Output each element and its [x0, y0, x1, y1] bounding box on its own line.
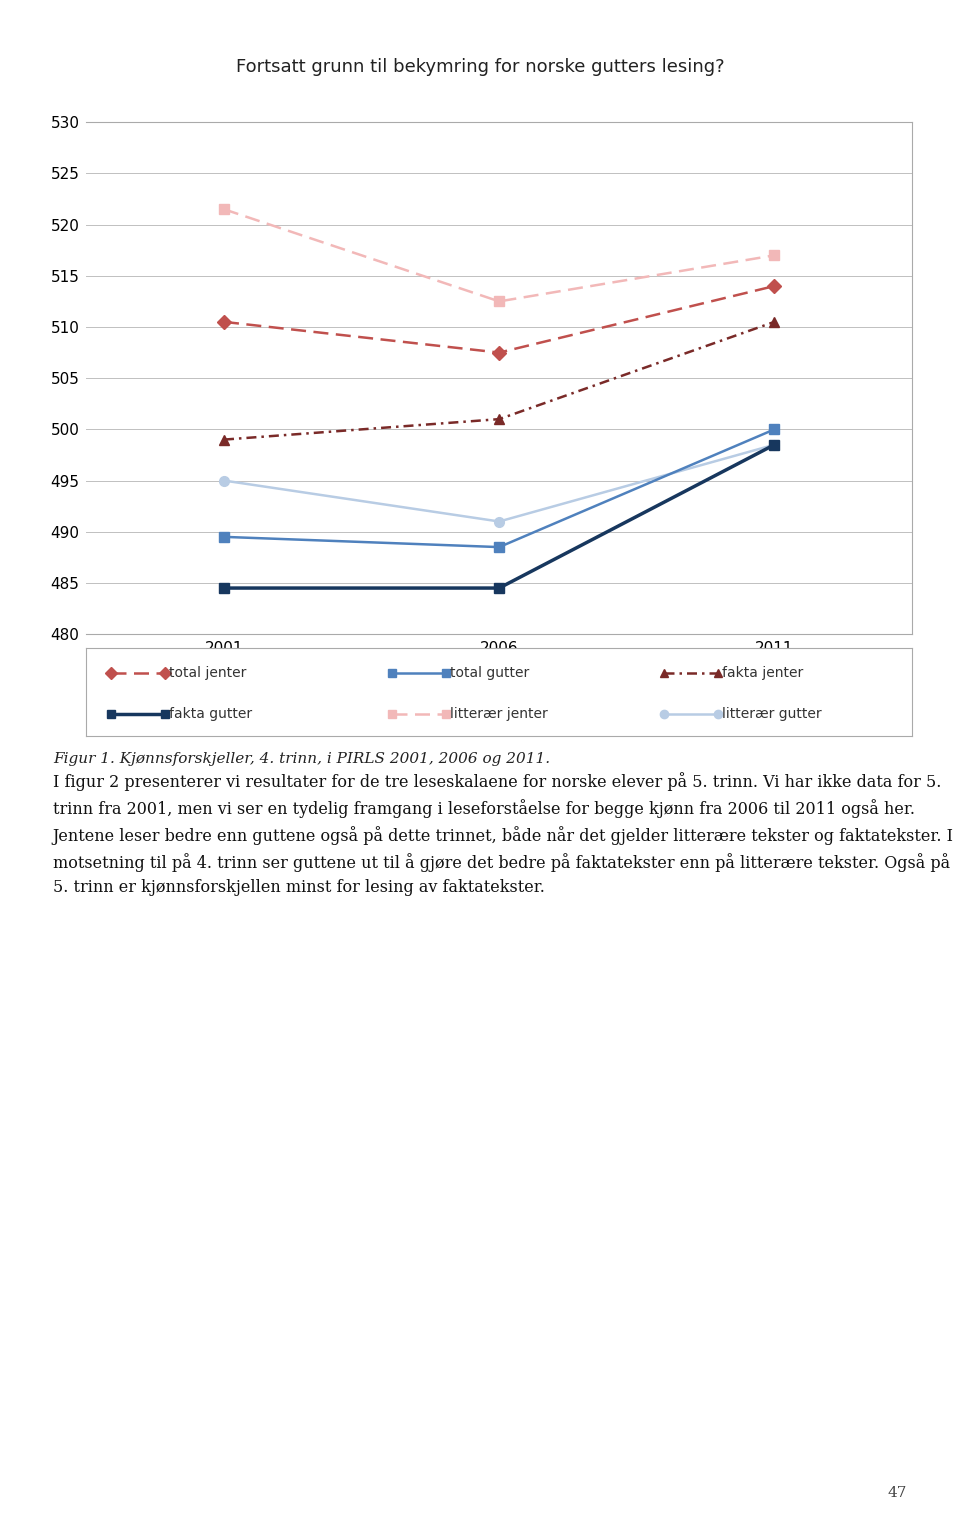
Text: total gutter: total gutter	[449, 666, 529, 680]
Text: litterær gutter: litterær gutter	[722, 707, 822, 721]
Text: Figur 1. Kjønnsforskjeller, 4. trinn, i PIRLS 2001, 2006 og 2011.: Figur 1. Kjønnsforskjeller, 4. trinn, i …	[53, 752, 550, 766]
Text: fakta gutter: fakta gutter	[169, 707, 252, 721]
Text: total jenter: total jenter	[169, 666, 247, 680]
Text: I figur 2 presenterer vi resultater for de tre leseskalaene for norske elever på: I figur 2 presenterer vi resultater for …	[53, 772, 954, 895]
Text: litterær jenter: litterær jenter	[449, 707, 547, 721]
Text: Fortsatt grunn til bekymring for norske gutters lesing?: Fortsatt grunn til bekymring for norske …	[236, 58, 724, 76]
Text: fakta jenter: fakta jenter	[722, 666, 804, 680]
Text: 47: 47	[888, 1487, 907, 1500]
